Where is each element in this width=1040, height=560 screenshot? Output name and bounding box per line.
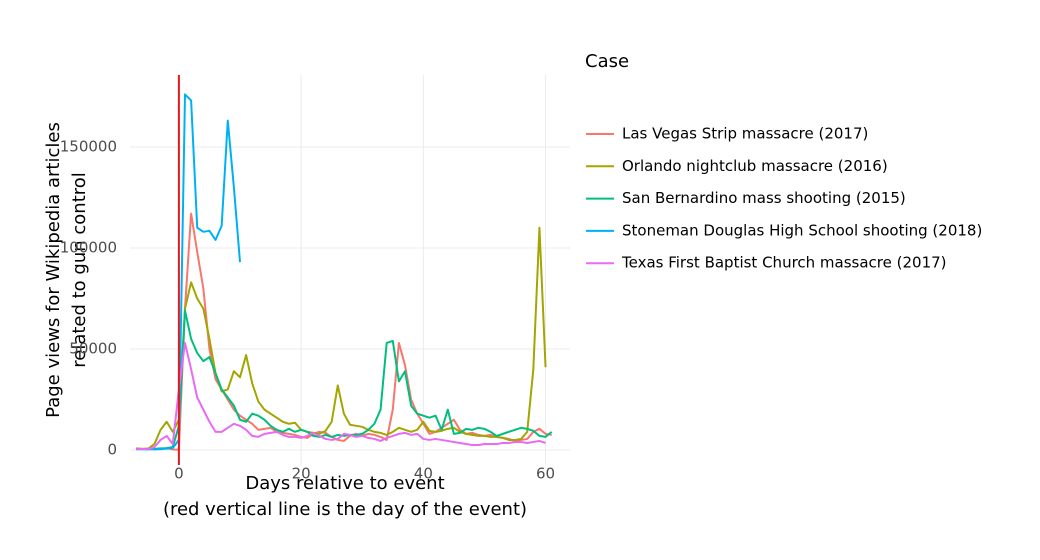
x-axis-title: (red vertical line is the day of the eve… [163, 499, 527, 520]
series-line [136, 341, 546, 451]
series-line [136, 309, 553, 451]
legend-label: Orlando nightclub massacre (2016) [622, 157, 888, 175]
legend-label: Texas First Baptist Church massacre (201… [621, 254, 947, 272]
y-tick-label: 100000 [60, 238, 117, 256]
y-tick-label: 50000 [69, 340, 117, 358]
y-tick-label: 0 [107, 441, 117, 459]
y-axis-title: related to gun control [69, 172, 90, 368]
y-axis-title: Page views for Wikipedia articles [43, 122, 64, 418]
plot: 0 50000 100000 150000 0 20 40 60 Las Vegas Strip… [60, 75, 982, 483]
legend-label: Las Vegas Strip massacre (2017) [622, 125, 868, 143]
x-tick-label: 60 [536, 465, 555, 483]
series-line [136, 226, 547, 450]
x-tick-label: 20 [292, 465, 311, 483]
legend-label: Stoneman Douglas High School shooting (2… [622, 221, 982, 239]
y-tick-label: 150000 [60, 137, 117, 155]
series-line [136, 93, 241, 451]
x-tick-label: 0 [174, 465, 184, 483]
x-axis-title: Days relative to event [245, 473, 444, 494]
x-tick-label: 40 [414, 465, 433, 483]
legend-title: Case [585, 51, 629, 72]
legend-label: San Bernardino mass shooting (2015) [622, 189, 906, 207]
